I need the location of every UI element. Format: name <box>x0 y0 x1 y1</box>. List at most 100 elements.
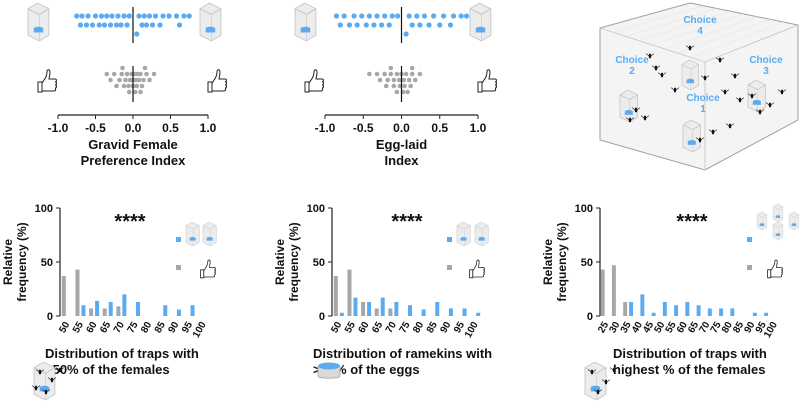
bar-blue <box>81 305 86 316</box>
data-point-gray <box>132 89 138 95</box>
data-point-blue <box>371 22 377 28</box>
x-tick-label: -0.5 <box>85 121 106 135</box>
bar-gray <box>333 276 338 316</box>
data-point-blue <box>406 13 412 19</box>
y-tick-label: 50 <box>581 257 593 269</box>
y-axis-label-line: frequency (%) <box>15 222 29 301</box>
data-point-blue <box>359 13 365 19</box>
y-tick-label: 0 <box>587 311 593 323</box>
data-point-blue <box>79 13 85 19</box>
x-tick-label: 70 <box>112 320 127 336</box>
x-tick-label: 85 <box>153 320 168 336</box>
data-point-blue <box>160 13 166 19</box>
data-point-gray <box>136 77 142 83</box>
data-point-blue <box>83 22 90 28</box>
bar-blue <box>629 301 634 316</box>
x-tick-label: 70 <box>697 320 712 336</box>
data-point-gray <box>151 71 157 77</box>
bar-blue <box>685 301 690 316</box>
bar-blue <box>408 305 412 316</box>
data-point-blue <box>366 13 372 19</box>
data-point-blue <box>458 13 464 19</box>
data-point-blue <box>113 22 120 28</box>
data-point-blue <box>92 13 99 19</box>
x-tick-label: -1.0 <box>315 121 336 135</box>
bar-blue <box>730 308 735 316</box>
data-point-blue <box>426 22 432 28</box>
x-tick-label: 100 <box>463 320 481 340</box>
bar-gray <box>116 306 121 316</box>
x-tick-label: 50 <box>652 320 667 336</box>
x-tick-label: 0.5 <box>431 121 448 135</box>
bar-gray <box>361 301 366 316</box>
x-tick-label: 55 <box>71 320 86 336</box>
y-axis-label-line: frequency (%) <box>555 222 569 301</box>
data-point-gray <box>409 71 415 77</box>
x-tick-label: 95 <box>180 320 195 336</box>
bar-blue <box>380 297 385 316</box>
significance-label: **** <box>114 211 145 233</box>
data-point-blue <box>74 13 80 19</box>
data-point-blue <box>354 22 360 28</box>
data-point-gray <box>383 83 389 89</box>
x-axis-label: >50% of the females <box>45 362 170 377</box>
x-tick-label: 95 <box>754 320 769 336</box>
data-point-gray <box>377 77 383 83</box>
x-axis-label: Index <box>385 153 420 168</box>
data-point-blue <box>107 22 114 28</box>
thumbs-up-icon <box>469 259 485 279</box>
bar-blue <box>190 305 195 316</box>
data-point-blue <box>109 13 115 19</box>
choice-number: 1 <box>700 104 706 115</box>
legend-swatch-blue <box>176 237 181 242</box>
x-tick-label: 1.0 <box>200 121 217 135</box>
y-tick-label: 50 <box>313 257 325 269</box>
data-point-blue <box>126 13 132 19</box>
legend-swatch-gray <box>176 265 181 270</box>
data-point-gray <box>126 83 131 89</box>
data-point-blue <box>176 22 183 28</box>
x-tick-label: 75 <box>398 320 413 336</box>
data-point-blue <box>450 13 457 19</box>
y-tick-label: 50 <box>41 257 53 269</box>
bar-gray <box>61 276 66 316</box>
choice-label: Choice <box>686 93 720 104</box>
data-point-gray <box>104 71 110 77</box>
trap-icon <box>682 119 701 153</box>
bar-blue <box>719 308 724 316</box>
data-point-blue <box>77 22 84 28</box>
cube-grid-line <box>612 5 704 33</box>
thumbs-up-icon <box>200 259 216 279</box>
choice-label: Choice <box>615 55 649 66</box>
bar-gray <box>623 301 628 316</box>
y-tick-label: 100 <box>307 203 325 215</box>
data-point-blue <box>173 13 180 19</box>
x-tick-label: 0.5 <box>162 121 179 135</box>
data-point-gray <box>120 65 125 71</box>
bar-gray <box>611 265 616 316</box>
data-point-gray <box>367 71 372 77</box>
data-point-blue <box>414 13 420 19</box>
trap-icon <box>27 2 50 42</box>
trap-icon <box>747 79 766 113</box>
data-point-blue <box>337 22 343 28</box>
x-tick-label: 100 <box>191 320 209 340</box>
data-point-blue <box>157 22 163 28</box>
data-point-gray <box>401 77 407 83</box>
x-tick-label: -0.5 <box>353 121 374 135</box>
choice-number: 3 <box>763 66 769 77</box>
x-tick-label: 75 <box>709 320 724 336</box>
x-axis-label: Distribution of traps with <box>613 346 767 361</box>
data-point-blue <box>341 13 347 19</box>
data-point-gray <box>117 77 122 83</box>
bar-gray <box>347 269 352 316</box>
legend-swatch-blue <box>447 237 452 242</box>
x-tick-label: 35 <box>619 320 634 336</box>
x-axis-label: Preference Index <box>81 153 187 168</box>
trap-icon <box>469 2 492 42</box>
choice-label: Choice <box>683 15 717 26</box>
y-axis-label: Relativefrequency (%) <box>1 222 29 301</box>
x-tick-label: 90 <box>742 320 757 336</box>
trap-icon <box>681 59 699 91</box>
